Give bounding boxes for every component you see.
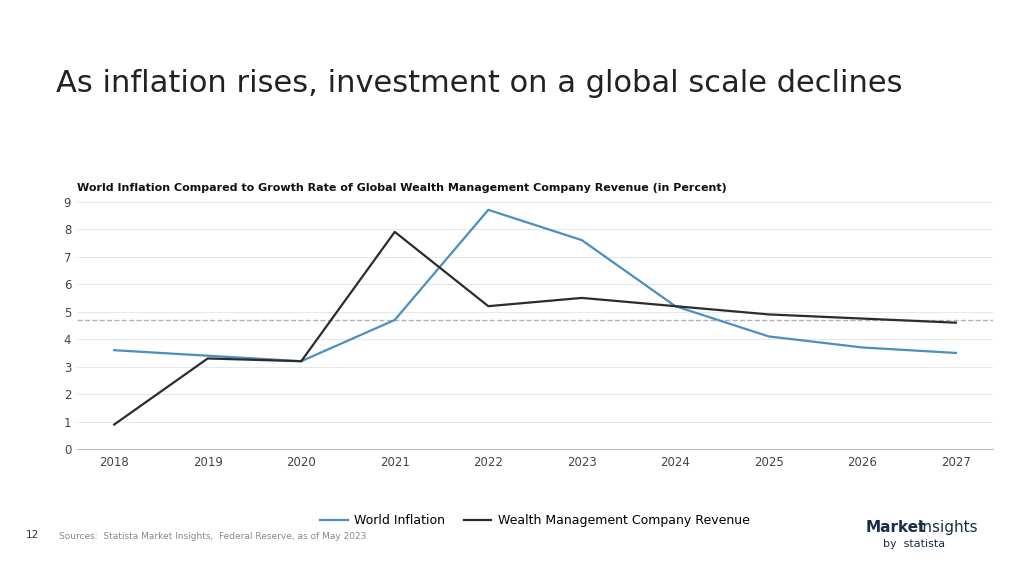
Text: Market: Market (865, 520, 926, 535)
Text: World Inflation Compared to Growth Rate of Global Wealth Management Company Reve: World Inflation Compared to Growth Rate … (77, 183, 727, 193)
Legend: World Inflation, Wealth Management Company Revenue: World Inflation, Wealth Management Compa… (315, 509, 755, 532)
Text: by  statista: by statista (883, 539, 945, 550)
Text: As inflation rises, investment on a global scale declines: As inflation rises, investment on a glob… (56, 69, 903, 98)
Text: 12: 12 (26, 529, 39, 540)
Text: Sources:  Statista Market Insights,  Federal Reserve, as of May 2023: Sources: Statista Market Insights, Feder… (59, 532, 367, 541)
Text: Insights: Insights (913, 520, 978, 535)
